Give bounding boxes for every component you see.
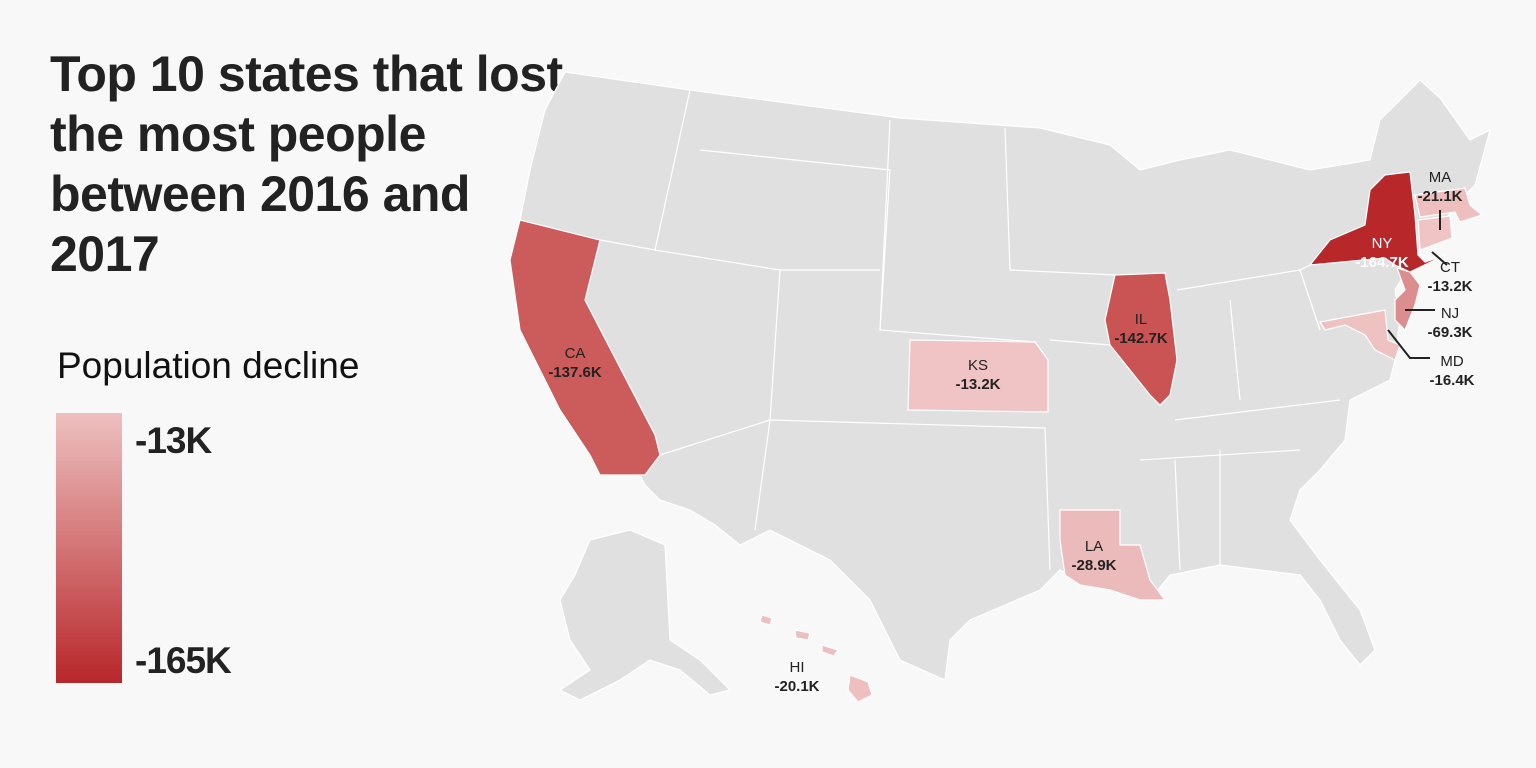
state-label-IL: IL -142.7K	[1114, 311, 1168, 347]
leader-line-MD	[1387, 329, 1430, 359]
state-value: -69.3K	[1427, 324, 1472, 341]
state-value: -28.9K	[1071, 557, 1116, 574]
state-abbr: CA	[565, 345, 586, 362]
state-label-NY: NY -164.7K	[1355, 235, 1409, 271]
state-borders	[599, 89, 1341, 571]
legend-min-label: -13K	[135, 420, 212, 461]
state-label-MA: MA -21.1K	[1417, 169, 1462, 205]
state-CA	[509, 219, 661, 476]
state-NY	[1308, 171, 1446, 273]
state-abbr: LA	[1085, 538, 1103, 555]
state-MD	[1319, 309, 1401, 361]
map-title: Top 10 states that lost the most people …	[50, 46, 563, 282]
state-value: -21.1K	[1417, 188, 1462, 205]
state-label-NJ: NJ -69.3K	[1427, 305, 1472, 341]
state-label-CA: CA -137.6K	[548, 345, 602, 381]
state-abbr: MA	[1429, 169, 1452, 186]
state-abbr: CT	[1440, 259, 1460, 276]
state-label-MD: MD -16.4K	[1429, 353, 1474, 389]
state-KS	[907, 339, 1049, 413]
state-IL	[1104, 272, 1178, 406]
state-CT	[1417, 215, 1453, 251]
leader-line-CT	[1431, 251, 1448, 266]
state-abbr: MD	[1440, 353, 1463, 370]
state-value: -137.6K	[548, 364, 602, 381]
state-HI	[821, 644, 839, 657]
state-abbr: NY	[1372, 235, 1393, 252]
state-abbr: KS	[968, 357, 988, 374]
state-AK	[558, 529, 732, 701]
state-HI	[759, 614, 773, 626]
state-value: -20.1K	[774, 678, 819, 695]
legend-max-label: -165K	[135, 640, 232, 681]
state-HI	[794, 629, 811, 641]
state-label-CT: CT -13.2K	[1427, 259, 1472, 295]
state-MA	[1414, 187, 1484, 223]
state-label-KS: KS -13.2K	[955, 357, 1000, 393]
state-value: -164.7K	[1355, 254, 1409, 271]
state-value: -142.7K	[1114, 330, 1168, 347]
state-label-HI: HI -20.1K	[774, 659, 819, 695]
state-abbr: NJ	[1441, 305, 1459, 322]
state-label-LA: LA -28.9K	[1071, 538, 1116, 574]
state-abbr: HI	[790, 659, 805, 676]
legend-color-scale	[56, 413, 122, 683]
state-NJ	[1394, 267, 1421, 332]
state-value: -13.2K	[1427, 278, 1472, 295]
legend-title: Population decline	[57, 345, 360, 386]
state-abbr: IL	[1135, 311, 1148, 328]
state-value: -16.4K	[1429, 372, 1474, 389]
state-HI	[847, 674, 873, 703]
state-LA	[1059, 509, 1167, 601]
state-value: -13.2K	[955, 376, 1000, 393]
